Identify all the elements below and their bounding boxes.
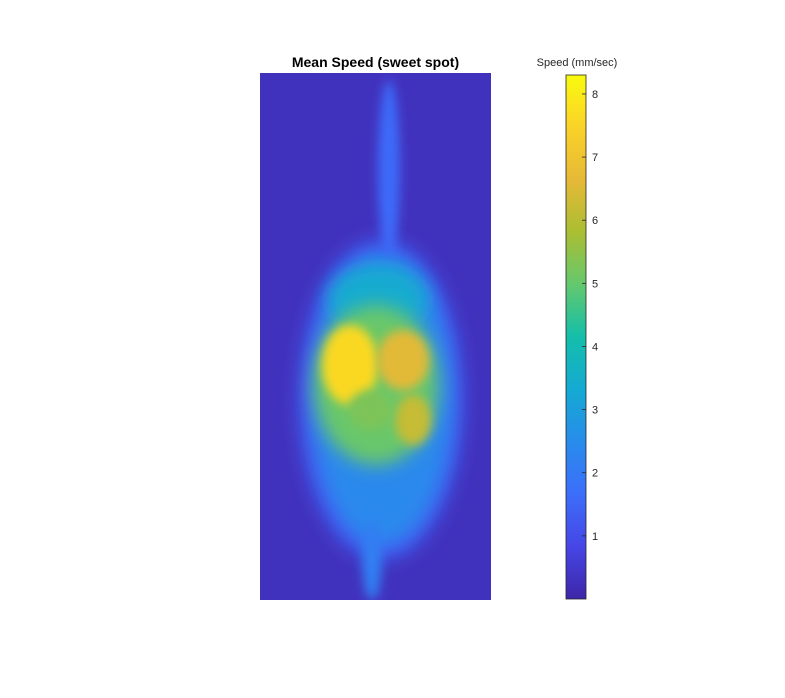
colorbar-gradient <box>565 74 587 600</box>
heatmap-blobs <box>299 80 463 600</box>
colorbar-ticks: 1 2 3 4 5 6 7 8 <box>582 89 598 543</box>
colorbar-tick-label: 5 <box>592 278 598 290</box>
colorbar-tick-label: 3 <box>592 405 598 417</box>
heatmap-core-low-right <box>395 395 431 445</box>
heatmap-core-gap <box>348 390 392 430</box>
heatmap-core-left <box>322 325 378 405</box>
colorbar: 1 2 3 4 5 6 7 8 <box>565 74 598 600</box>
colorbar-label: Speed (mm/sec) <box>537 57 618 69</box>
colorbar-tick-label: 7 <box>592 152 598 164</box>
heatmap-upper-stem <box>378 80 400 260</box>
colorbar-tick-label: 8 <box>592 89 598 101</box>
colorbar-tick-label: 4 <box>592 341 598 353</box>
colorbar-tick-label: 2 <box>592 468 598 480</box>
colorbar-tick-label: 6 <box>592 215 598 227</box>
colorbar-tick-label: 1 <box>592 531 598 543</box>
heatmap-axes <box>260 73 491 600</box>
heatmap-lower-stem <box>362 520 382 600</box>
heatmap-core-right <box>377 330 429 390</box>
chart-title: Mean Speed (sweet spot) <box>292 54 459 70</box>
